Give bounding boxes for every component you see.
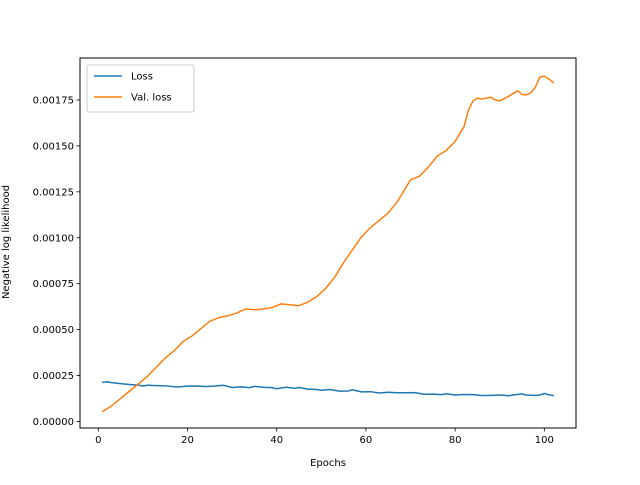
plot-frame (79, 57, 577, 429)
series-line-1 (101, 381, 555, 397)
x-tick-label: 40 (270, 435, 283, 446)
plot-area (79, 57, 577, 429)
y-tick-label: 0.00025 (33, 371, 74, 382)
y-tick-label: 0.00100 (33, 233, 74, 244)
legend: Loss Val. loss (86, 64, 195, 113)
y-axis: 0.00000 0.00025 0.00050 0.00075 0.00100 0.001… (33, 95, 80, 428)
legend-label-2: Val. loss (131, 93, 172, 104)
y-axis-label: Negative log likelihood (1, 185, 12, 299)
x-tick-label: 20 (181, 435, 194, 446)
series-line-2 (101, 75, 555, 413)
y-tick-label: 0.00150 (33, 141, 74, 152)
y-tick-label: 0.00125 (33, 187, 74, 198)
x-tick-label: 100 (535, 435, 554, 446)
x-axis-label: Epochs (310, 458, 346, 469)
y-tick-label: 0.00000 (33, 417, 74, 428)
y-tick-label: 0.00175 (33, 95, 74, 106)
y-tick-label: 0.00075 (33, 279, 74, 290)
legend-label-1: Loss (131, 72, 153, 83)
x-tick-label: 0 (95, 435, 101, 446)
x-tick-label: 60 (360, 435, 373, 446)
x-axis: 0 20 40 60 80 100 (95, 428, 554, 446)
y-tick-label: 0.00050 (33, 325, 74, 336)
series-layer (101, 75, 555, 413)
x-tick-label: 80 (449, 435, 462, 446)
